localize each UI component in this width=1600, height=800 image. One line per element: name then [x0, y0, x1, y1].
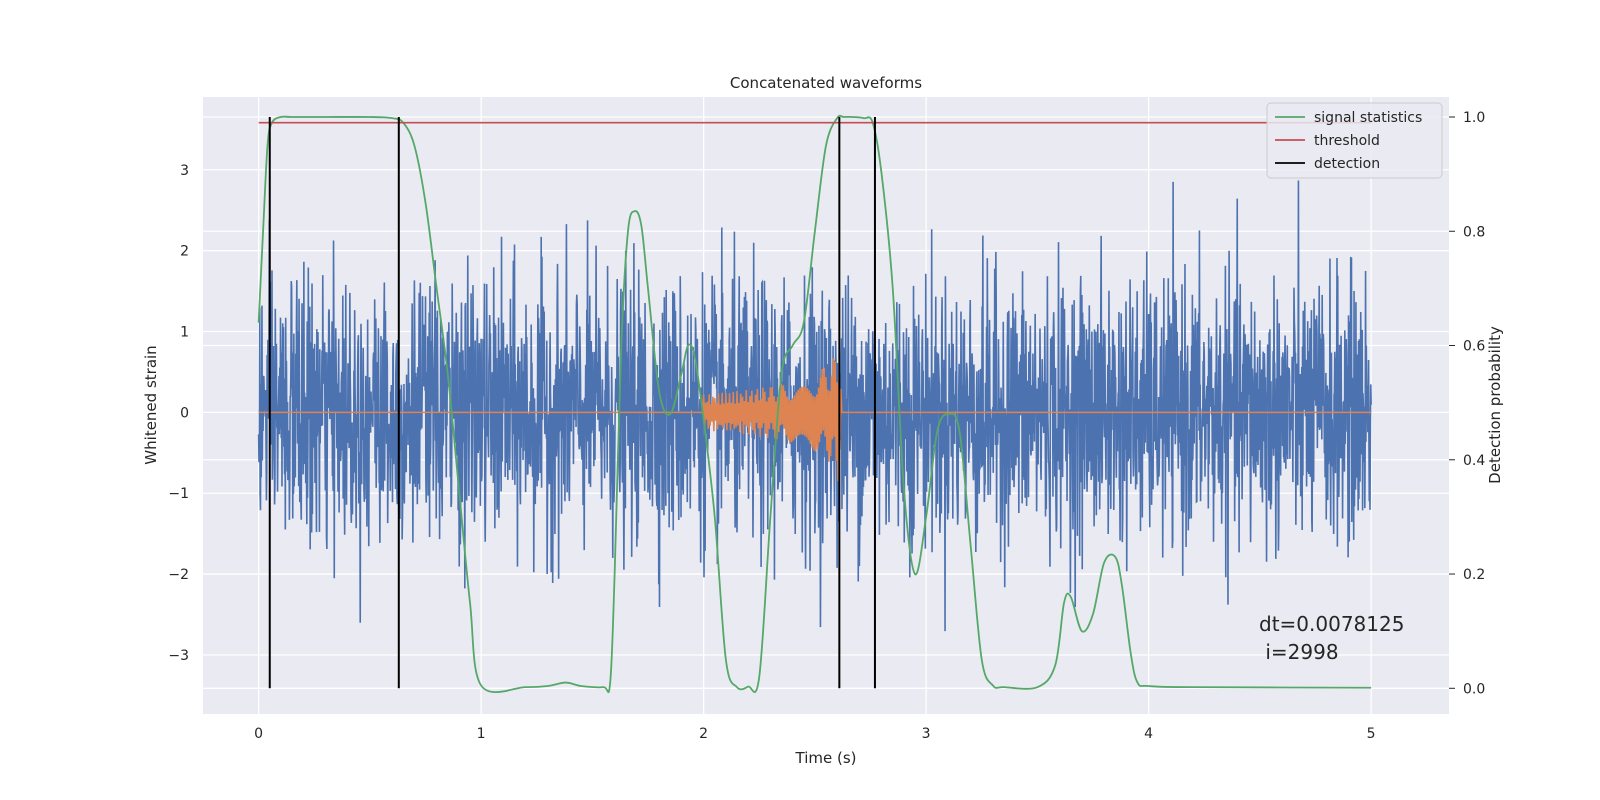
annotation-i: i=2998 [1259, 640, 1339, 664]
x-tick-label: 4 [1144, 726, 1153, 742]
y-tick-label: −1 [168, 486, 189, 502]
y-tick-label: 2 [180, 244, 189, 260]
y-tick-label: −2 [168, 567, 189, 583]
x-tick-label: 0 [254, 726, 263, 742]
y2-tick-label: 0.4 [1463, 453, 1485, 469]
y2-axis-label: Detection probability [1486, 326, 1504, 484]
y2-tick-label: 0.0 [1463, 681, 1485, 697]
tick-labels: 0 1 2 3 4 5 −3 −2 −1 0 1 2 3 0.0 0.2 0.4 0.6 0.8 1.0 [168, 110, 1485, 742]
y-axis-label: Whitened strain [142, 345, 160, 464]
x-axis-label: Time (s) [795, 749, 857, 767]
x-tick-label: 3 [922, 726, 931, 742]
x-tick-label: 1 [477, 726, 486, 742]
y-tick-label: −3 [168, 648, 189, 664]
legend-box [1266, 102, 1443, 179]
chirp-series-line [258, 358, 1372, 482]
y2-tick-label: 1.0 [1463, 110, 1485, 126]
noise-series-line [257, 180, 1372, 632]
annotation-dt: dt=0.0078125 [1259, 612, 1404, 636]
signal-statistics-line [257, 114, 1372, 694]
legend-label-detection: detection [1314, 156, 1380, 172]
data-layer [257, 114, 1372, 694]
x-tick-label: 2 [699, 726, 708, 742]
y2-tick-label: 0.6 [1463, 339, 1485, 355]
y2-tick-label: 0.8 [1463, 224, 1485, 240]
y-tick-label: 1 [180, 325, 189, 341]
chart-title: Concatenated waveforms [730, 74, 922, 92]
y-tick-label: 3 [180, 163, 189, 179]
x-tick-label: 5 [1367, 726, 1376, 742]
y2-tick-label: 0.2 [1463, 567, 1485, 583]
y-tick-label: 0 [180, 405, 189, 421]
legend: signal statistics threshold detection [1266, 102, 1443, 179]
legend-label-threshold: threshold [1314, 133, 1380, 149]
legend-label-signal-statistics: signal statistics [1314, 110, 1422, 126]
